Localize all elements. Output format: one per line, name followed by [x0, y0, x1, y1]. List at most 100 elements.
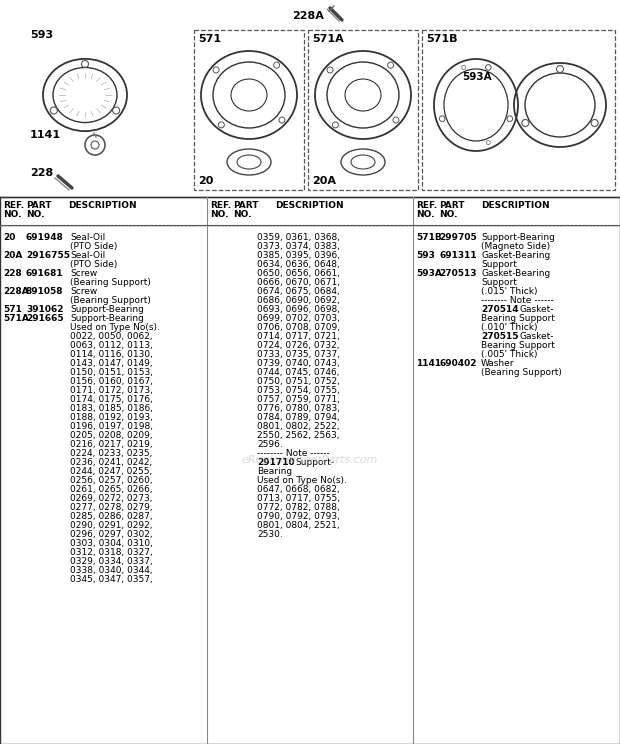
Text: 691948: 691948 [26, 233, 64, 242]
Text: 0666, 0670, 0671,: 0666, 0670, 0671, [257, 278, 340, 287]
Text: 270515: 270515 [481, 332, 518, 341]
Text: 0750, 0751, 0752,: 0750, 0751, 0752, [257, 377, 340, 386]
Text: 0801, 0802, 2522,: 0801, 0802, 2522, [257, 422, 340, 431]
Bar [308, 30, 418, 190]
Text: -------- Note ------: -------- Note ------ [481, 296, 554, 305]
Text: 0290, 0291, 0292,: 0290, 0291, 0292, [70, 521, 153, 530]
Text: Used on Type No(s).: Used on Type No(s). [70, 323, 160, 332]
Text: Screw: Screw [70, 269, 97, 278]
Text: 0296, 0297, 0302,: 0296, 0297, 0302, [70, 530, 153, 539]
Text: 0196, 0197, 0198,: 0196, 0197, 0198, [70, 422, 153, 431]
Text: NO.: NO. [416, 210, 435, 219]
Text: Washer: Washer [481, 359, 515, 368]
Text: 20A: 20A [3, 251, 22, 260]
Text: 0706, 0708, 0709,: 0706, 0708, 0709, [257, 323, 340, 332]
Text: REF.: REF. [416, 201, 437, 210]
Text: 20A: 20A [312, 176, 336, 186]
Text: 0650, 0656, 0661,: 0650, 0656, 0661, [257, 269, 340, 278]
Text: PART: PART [26, 201, 51, 210]
Text: eReplacementParts.com: eReplacementParts.com [242, 455, 378, 465]
Text: 571A: 571A [312, 34, 343, 44]
Text: 593: 593 [30, 30, 53, 40]
Text: DESCRIPTION: DESCRIPTION [275, 201, 343, 210]
Text: 291710: 291710 [257, 458, 294, 467]
Text: Seal-Oil: Seal-Oil [70, 251, 105, 260]
Text: 0114, 0116, 0130,: 0114, 0116, 0130, [70, 350, 153, 359]
Text: 270514: 270514 [481, 305, 518, 314]
Bar [422, 30, 615, 190]
Text: 0183, 0185, 0186,: 0183, 0185, 0186, [70, 404, 153, 413]
Text: 2550, 2562, 2563,: 2550, 2562, 2563, [257, 431, 340, 440]
Text: 593A: 593A [462, 72, 492, 82]
Text: 691311: 691311 [439, 251, 477, 260]
Text: 0261, 0265, 0266,: 0261, 0265, 0266, [70, 485, 153, 494]
Text: (Bearing Support): (Bearing Support) [70, 278, 151, 287]
Text: NO.: NO. [26, 210, 45, 219]
Text: (Magneto Side): (Magneto Side) [481, 242, 550, 251]
Text: 691681: 691681 [26, 269, 64, 278]
Text: 593A: 593A [416, 269, 442, 278]
Text: 0236, 0241, 0242,: 0236, 0241, 0242, [70, 458, 153, 467]
Text: 0338, 0340, 0344,: 0338, 0340, 0344, [70, 566, 153, 575]
Text: 0174, 0175, 0176,: 0174, 0175, 0176, [70, 395, 153, 404]
Text: 0150, 0151, 0153,: 0150, 0151, 0153, [70, 368, 153, 377]
Text: 1141: 1141 [30, 130, 61, 140]
Text: (Bearing Support): (Bearing Support) [481, 368, 562, 377]
Text: 571B: 571B [426, 34, 458, 44]
Text: 0647, 0668, 0682,: 0647, 0668, 0682, [257, 485, 340, 494]
Text: 228A: 228A [3, 287, 29, 296]
Text: DESCRIPTION: DESCRIPTION [481, 201, 549, 210]
Text: Bearing: Bearing [257, 467, 292, 476]
Text: (PTO Side): (PTO Side) [70, 242, 117, 251]
Text: 270513: 270513 [439, 269, 477, 278]
Text: Gasket-: Gasket- [519, 332, 554, 341]
Text: 0256, 0257, 0260,: 0256, 0257, 0260, [70, 476, 153, 485]
Text: 2530.: 2530. [257, 530, 283, 539]
Text: 391062: 391062 [26, 305, 63, 314]
Text: PART: PART [233, 201, 259, 210]
Text: -------- Note ------: -------- Note ------ [257, 449, 330, 458]
Text: 0801, 0804, 2521,: 0801, 0804, 2521, [257, 521, 340, 530]
Text: Support-: Support- [295, 458, 334, 467]
Text: 571: 571 [198, 34, 221, 44]
Text: 593: 593 [416, 251, 435, 260]
Text: 0385, 0395, 0396,: 0385, 0395, 0396, [257, 251, 340, 260]
Text: NO.: NO. [210, 210, 229, 219]
Text: 891058: 891058 [26, 287, 63, 296]
Text: Support: Support [481, 260, 517, 269]
Text: 0359, 0361, 0368,: 0359, 0361, 0368, [257, 233, 340, 242]
Text: 228A: 228A [292, 11, 324, 21]
Text: 0244, 0247, 0255,: 0244, 0247, 0255, [70, 467, 153, 476]
Text: 0686, 0690, 0692,: 0686, 0690, 0692, [257, 296, 340, 305]
Text: PART: PART [439, 201, 464, 210]
Text: 0757, 0759, 0771,: 0757, 0759, 0771, [257, 395, 340, 404]
Text: 0634, 0636, 0648,: 0634, 0636, 0648, [257, 260, 340, 269]
Text: 0776, 0780, 0783,: 0776, 0780, 0783, [257, 404, 340, 413]
Text: (.005' Thick): (.005' Thick) [481, 350, 538, 359]
Text: Gasket-Bearing: Gasket-Bearing [481, 251, 551, 260]
Text: 0744, 0745, 0746,: 0744, 0745, 0746, [257, 368, 340, 377]
Text: Bearing Support: Bearing Support [481, 314, 555, 323]
Text: 1141: 1141 [416, 359, 441, 368]
Text: (Bearing Support): (Bearing Support) [70, 296, 151, 305]
Text: 0143, 0147, 0149,: 0143, 0147, 0149, [70, 359, 153, 368]
Text: 228: 228 [30, 168, 53, 178]
Text: 0269, 0272, 0273,: 0269, 0272, 0273, [70, 494, 153, 503]
Text: 0784, 0789, 0794,: 0784, 0789, 0794, [257, 413, 340, 422]
Text: 0205, 0208, 0209,: 0205, 0208, 0209, [70, 431, 153, 440]
Text: 0733, 0735, 0737,: 0733, 0735, 0737, [257, 350, 340, 359]
Text: Screw: Screw [70, 287, 97, 296]
Text: 571A: 571A [3, 314, 29, 323]
Text: 0171, 0172, 0173,: 0171, 0172, 0173, [70, 386, 153, 395]
Text: Support-Bearing: Support-Bearing [481, 233, 555, 242]
Text: (.015' Thick): (.015' Thick) [481, 287, 538, 296]
Text: 228: 228 [3, 269, 22, 278]
Text: 0303, 0304, 0310,: 0303, 0304, 0310, [70, 539, 153, 548]
Text: 0772, 0782, 0788,: 0772, 0782, 0788, [257, 503, 340, 512]
Text: 299705: 299705 [439, 233, 477, 242]
Text: 0724, 0726, 0732,: 0724, 0726, 0732, [257, 341, 340, 350]
Text: Support: Support [481, 278, 517, 287]
Text: 0739, 0740, 0743,: 0739, 0740, 0743, [257, 359, 340, 368]
Text: 0312, 0318, 0327,: 0312, 0318, 0327, [70, 548, 153, 557]
Text: 0022, 0050, 0062,: 0022, 0050, 0062, [70, 332, 153, 341]
